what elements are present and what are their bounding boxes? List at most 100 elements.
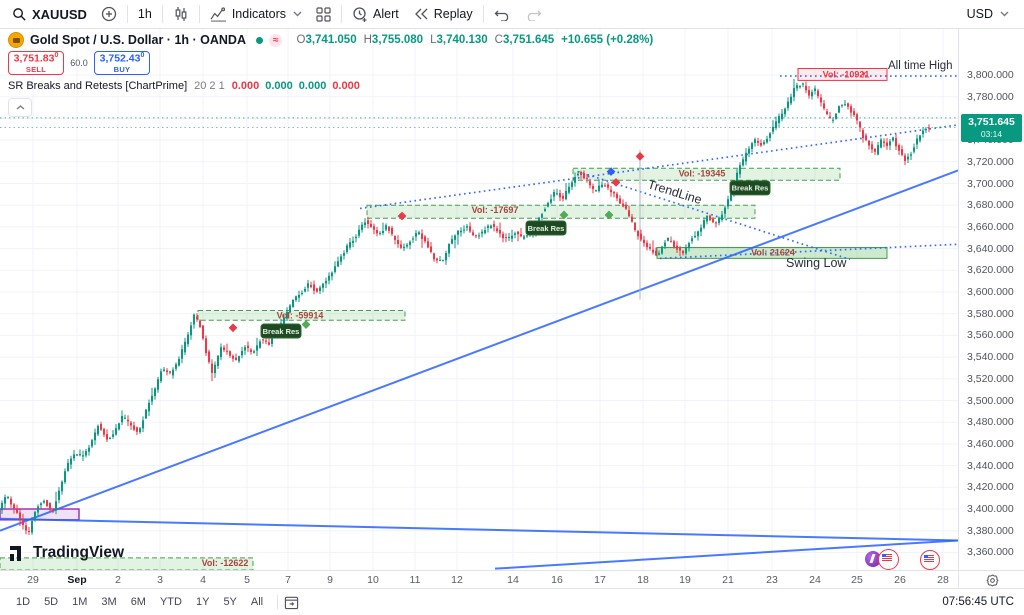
price-tick: 3,640.000 — [967, 242, 1014, 255]
price-axis[interactable]: 3,800.0003,780.0003,760.0003,740.0003,72… — [958, 28, 1024, 570]
date-tick: 18 — [637, 574, 649, 586]
indicator-value: 0.000 — [332, 80, 360, 92]
date-tick: 17 — [594, 574, 606, 586]
range-button-3m[interactable]: 3M — [101, 596, 117, 608]
tradingview-logo[interactable]: TradingView — [10, 544, 124, 562]
alert-button[interactable]: Alert — [345, 2, 406, 26]
candles[interactable] — [1, 79, 930, 535]
diamond-marker-icon — [611, 177, 621, 187]
break-res-label — [260, 323, 302, 339]
redo-button[interactable] — [518, 2, 549, 26]
date-tick: 21 — [722, 574, 734, 586]
sr-zones[interactable] — [0, 167, 888, 570]
currency-selector[interactable]: USD — [960, 2, 1016, 26]
price-tick: 3,480.000 — [967, 416, 1014, 429]
axis-settings-corner[interactable] — [958, 570, 1024, 589]
range-button-all[interactable]: All — [250, 596, 264, 608]
candlestick-icon — [173, 6, 189, 22]
economic-event-us-icon[interactable] — [920, 550, 940, 570]
zone-volume-label: Vol: -12622 — [202, 558, 249, 568]
date-tick: 14 — [507, 574, 519, 586]
symbol-label: XAUUSD — [32, 6, 87, 22]
zone-volume-label: Vol: -10921 — [823, 69, 870, 79]
price-tick: 3,540.000 — [967, 351, 1014, 364]
price-tick: 3,380.000 — [967, 524, 1014, 537]
timezone-clock[interactable]: 07:56:45 UTC — [942, 596, 1014, 608]
date-tick: 4 — [200, 574, 206, 586]
layout-grid-button[interactable] — [309, 2, 338, 26]
indicators-button[interactable]: Indicators — [203, 2, 309, 26]
price-tick: 3,720.000 — [967, 155, 1014, 168]
range-button-6m[interactable]: 6M — [130, 596, 146, 608]
trendline[interactable] — [0, 169, 958, 532]
indicator-value: 0.000 — [265, 80, 293, 92]
toolbar-separator — [198, 5, 200, 23]
price-tick: 3,700.000 — [967, 177, 1014, 190]
price-tick: 3,660.000 — [967, 220, 1014, 233]
dotted-trendline[interactable] — [359, 124, 958, 210]
event-marker-icon[interactable] — [865, 551, 881, 567]
trendline[interactable] — [0, 517, 958, 542]
time-axis[interactable]: 29 Sep 2 3 4 5 7 9 10 11 12 14 16 17 18 19 21 23 24 25 26 28 — [0, 570, 958, 589]
replay-button[interactable]: Replay — [406, 2, 480, 26]
economic-event-us-icon[interactable] — [878, 549, 899, 570]
indicator-legend[interactable]: SR Breaks and Retests [ChartPrime] 20 2 … — [8, 80, 366, 92]
date-tick: Sep — [67, 574, 87, 586]
trendline[interactable] — [494, 539, 958, 570]
chart-legend: Gold Spot / U.S. Dollar · 1h · OANDA ≈ O… — [8, 32, 653, 48]
price-tick: 3,360.000 — [967, 546, 1014, 559]
resistance-zone-box[interactable] — [797, 67, 888, 81]
range-button-1d[interactable]: 1D — [16, 596, 31, 608]
price-tick: 3,420.000 — [967, 481, 1014, 494]
date-tick: 5 — [244, 574, 250, 586]
range-button-ytd[interactable]: YTD — [159, 596, 182, 608]
date-range-buttons: 1D 5D 1M 3M 6M YTD 1Y 5Y All — [10, 594, 271, 610]
diamond-marker-icon — [559, 210, 569, 220]
range-button-5d[interactable]: 5D — [44, 596, 59, 608]
compare-add-button[interactable] — [94, 2, 124, 26]
chart-style-button[interactable] — [166, 2, 196, 26]
price-tick: 3,560.000 — [967, 329, 1014, 342]
price-tick: 3,800.000 — [967, 69, 1014, 81]
undo-icon — [494, 8, 511, 21]
footer-separator — [277, 595, 279, 609]
go-to-date-calendar-icon[interactable] — [284, 595, 299, 610]
range-button-5y[interactable]: 5Y — [223, 596, 237, 608]
price-tick: 3,400.000 — [967, 503, 1014, 515]
candlestick-chart[interactable]: Vol: -59914 Vol: -17697 Vol: -19345 Vol: 21… — [0, 28, 958, 570]
break-res-label — [729, 180, 771, 196]
toolbar-separator — [161, 5, 163, 23]
sell-button[interactable]: 3,751.830 SELL — [8, 51, 64, 75]
bar-countdown: 03:14 — [980, 129, 1003, 140]
down-arrow-icon — [862, 72, 866, 77]
date-tick: 7 — [285, 574, 291, 586]
tradingview-logo-icon — [10, 545, 27, 561]
price-tick: 3,780.000 — [967, 90, 1014, 103]
high-value: 3,755.080 — [371, 34, 424, 46]
svg-text:Break Res: Break Res — [263, 327, 300, 336]
undo-button[interactable] — [487, 2, 518, 26]
range-button-1m[interactable]: 1M — [72, 596, 88, 608]
indicator-values: 0.000 0.000 0.000 0.000 — [232, 80, 366, 92]
diamond-marker-icon — [635, 151, 645, 161]
legend-title[interactable]: Gold Spot / U.S. Dollar · 1h · OANDA — [30, 33, 246, 47]
current-price-badge: 3,751.645 03:14 — [961, 114, 1022, 143]
price-tick: 3,520.000 — [967, 372, 1014, 385]
diamond-marker-icon — [606, 167, 616, 177]
text-annotation[interactable]: Swing Low — [786, 255, 847, 270]
chart-pane[interactable]: Vol: -59914 Vol: -17697 Vol: -19345 Vol: 21… — [0, 28, 958, 570]
range-button-1y[interactable]: 1Y — [195, 596, 210, 608]
ohlc-values: O3,741.050 H3,755.080 L3,740.130 C3,751.… — [296, 34, 654, 46]
indicators-label: Indicators — [231, 7, 287, 21]
text-annotation[interactable]: All time High — [888, 60, 953, 73]
date-tick: 26 — [894, 574, 906, 586]
indicator-params: 20 2 1 — [194, 80, 225, 92]
price-tick: 3,600.000 — [967, 286, 1014, 298]
interval-button[interactable]: 1h — [131, 2, 159, 26]
buy-button[interactable]: 3,752.430 BUY — [94, 51, 150, 75]
order-panel: 3,751.830 SELL 60.0 3,752.430 BUY — [8, 51, 150, 75]
toolbar-separator — [482, 5, 484, 23]
delayed-data-icon: ≈ — [268, 33, 283, 47]
symbol-search-button[interactable]: XAUUSD — [8, 2, 94, 26]
collapse-legend-button[interactable] — [8, 98, 32, 117]
